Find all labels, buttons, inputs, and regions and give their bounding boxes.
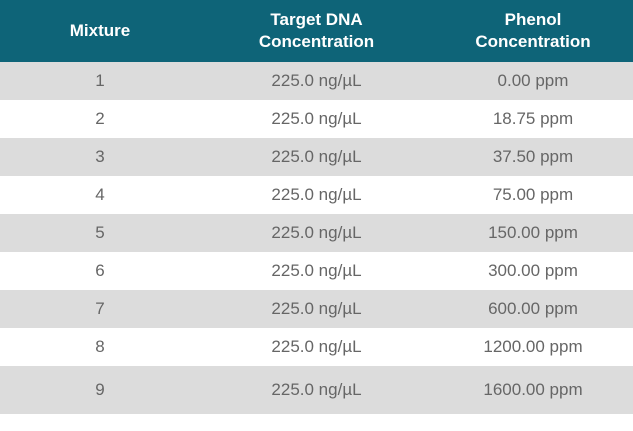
cell-mixture: 4 [95,185,105,204]
header-phenol: Phenol Concentration [433,9,633,53]
cell-phenol: 37.50 ppm [492,147,574,166]
table-row: 8 225.0 ng/µL 1200.00 ppm [0,328,633,366]
cell-phenol: 300.00 ppm [488,261,578,280]
cell-mixture: 6 [95,261,105,280]
cell-mixture: 5 [95,223,105,242]
cell-phenol: 75.00 ppm [492,185,574,204]
cell-phenol: 600.00 ppm [488,299,578,318]
cell-dna: 225.0 ng/µL [271,261,362,280]
header-mixture: Mixture [0,20,200,42]
header-target-dna-line1: Target DNA [270,10,363,29]
cell-mixture: 8 [95,337,105,356]
cell-dna: 225.0 ng/µL [271,223,362,242]
header-target-dna: Target DNA Concentration [200,9,433,53]
cell-mixture: 2 [95,109,105,128]
cell-mixture: 3 [95,147,105,166]
table-row: 5 225.0 ng/µL 150.00 ppm [0,214,633,252]
table-row: 7 225.0 ng/µL 600.00 ppm [0,290,633,328]
cell-dna: 225.0 ng/µL [271,380,362,399]
cell-dna: 225.0 ng/µL [271,71,362,90]
cell-mixture: 7 [95,299,105,318]
table-header: Mixture Target DNA Concentration Phenol … [0,0,633,62]
cell-phenol: 150.00 ppm [488,223,578,242]
cell-phenol: 18.75 ppm [492,109,574,128]
header-target-dna-line2: Concentration [258,32,375,51]
concentration-table: Mixture Target DNA Concentration Phenol … [0,0,633,414]
table-row: 1 225.0 ng/µL 0.00 ppm [0,62,633,100]
table-row: 6 225.0 ng/µL 300.00 ppm [0,252,633,290]
header-mixture-label: Mixture [69,21,131,40]
table-row: 3 225.0 ng/µL 37.50 ppm [0,138,633,176]
cell-mixture: 1 [95,71,105,90]
cell-dna: 225.0 ng/µL [271,109,362,128]
header-phenol-line1: Phenol [504,10,562,29]
cell-phenol: 1200.00 ppm [483,337,583,356]
cell-dna: 225.0 ng/µL [271,337,362,356]
table-row: 2 225.0 ng/µL 18.75 ppm [0,100,633,138]
cell-mixture: 9 [95,380,105,399]
cell-phenol: 1600.00 ppm [483,380,583,399]
table-row: 4 225.0 ng/µL 75.00 ppm [0,176,633,214]
cell-dna: 225.0 ng/µL [271,299,362,318]
cell-dna: 225.0 ng/µL [271,147,362,166]
cell-dna: 225.0 ng/µL [271,185,362,204]
header-phenol-line2: Concentration [475,32,591,51]
cell-phenol: 0.00 ppm [497,71,569,90]
table-row: 9 225.0 ng/µL 1600.00 ppm [0,366,633,414]
